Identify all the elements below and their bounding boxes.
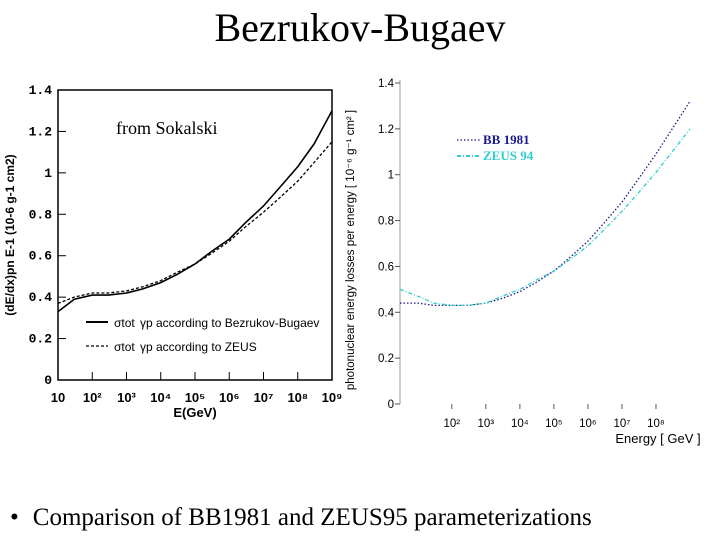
left-annotation: from Sokalski: [116, 118, 218, 138]
chart0-y-tick-label: 1.4: [29, 83, 53, 98]
bullet-marker: •: [10, 504, 19, 531]
slide-title: Bezrukov-Bugaev: [214, 5, 506, 50]
left-legend-prefix-solid: σtot: [114, 316, 135, 330]
chart1-x-tick-label: 10⁵: [545, 418, 563, 430]
left-y-axis-label: (dE/dx)pn E-1 (10-6 g-1 cm2): [3, 154, 17, 315]
chart1-x-tick-label: 10²: [444, 418, 461, 430]
chart0-y-tick-label: 0.4: [29, 290, 53, 305]
chart0-x-tick-label: 10⁸: [287, 390, 308, 405]
chart0-x-tick-label: 10³: [117, 390, 136, 405]
bullet-text: • Comparison of BB1981 and ZEUS95 paramet…: [10, 504, 592, 532]
chart0-y-tick-label: 1: [44, 166, 52, 181]
chart0-series-0-line: [57, 110, 333, 313]
chart0-x-tick-label: 10⁶: [219, 390, 239, 405]
chart1-y-tick-label: 1: [388, 170, 394, 182]
chart1-y-tick-label: 0.2: [378, 353, 394, 365]
chart0-x-tick-label: 10²: [83, 390, 102, 405]
chart0-y-tick-label: 0.8: [29, 207, 53, 222]
left-x-axis-label: E(GeV): [173, 405, 216, 420]
chart1-y-tick-label: 1.2: [378, 124, 394, 136]
right-legend-label-zeus: ZEUS 94: [483, 148, 534, 163]
chart0-y-tick-label: 0.6: [29, 249, 53, 264]
chart1-x-tick-label: 10⁷: [613, 418, 630, 430]
chart1-series-1-line: [399, 128, 691, 307]
chart1-x-tick-label: 10³: [478, 418, 495, 430]
chart1-y-tick-label: 1.4: [378, 78, 395, 90]
right-x-axis-label: Energy [ GeV ]: [615, 431, 700, 446]
chart1-x-tick-label: 10⁸: [647, 418, 665, 430]
chart0-x-tick-label: 10⁷: [254, 390, 274, 405]
chart0-y-tick-label: 1.2: [29, 124, 53, 139]
chart1-x-tick-label: 10⁴: [511, 418, 529, 430]
chart0-x-tick-label: 10⁹: [322, 390, 343, 405]
chart1-y-tick-label: 0.8: [378, 216, 394, 228]
right-y-axis-label: photonuclear energy losses per energy [ …: [345, 110, 357, 390]
chart1-x-tick-label: 10⁶: [579, 418, 597, 430]
chart0-x-tick-label: 10⁵: [185, 390, 206, 405]
chart1-y-tick-label: 0.4: [378, 307, 395, 319]
chart0-y-tick-label: 0.2: [29, 332, 53, 347]
right-legend-label-bb: BB 1981: [483, 132, 530, 147]
left-legend-label-dashed: γp according to ZEUS: [140, 340, 257, 354]
left-legend-prefix-dashed: σtot: [114, 340, 135, 354]
chart1-y-tick-label: 0.6: [378, 261, 394, 273]
bullet-content: Comparison of BB1981 and ZEUS95 paramete…: [32, 504, 592, 531]
chart0-y-tick-label: 0: [44, 373, 52, 388]
right-chart: 10² 10³ 10⁴ 10⁵ 10⁶ 10⁷ 10⁸ 0 0.2 0.4 0.6 0.8 1 1.2 1.…: [345, 78, 701, 446]
left-legend-label-solid: γp according to Bezrukov-Bugaev: [140, 316, 319, 330]
left-chart: 10 10² 10³ 10⁴ 10⁵ 10⁶ 10⁷ 10⁸ 10⁹ 0 0.2 0.4 0.6 0.8 1…: [3, 83, 343, 420]
right-legend: BB 1981 ZEUS 94: [457, 132, 534, 163]
chart1-y-tick-label: 0: [388, 399, 394, 411]
chart0-x-tick-label: 10⁴: [150, 390, 171, 405]
chart0-series-1-line: [57, 141, 333, 305]
chart0-x-tick-label: 10: [51, 390, 65, 405]
chart1-series-0-line: [400, 100, 691, 307]
left-legend: σtot γp according to Bezrukov-Bugaev σto…: [86, 316, 319, 354]
